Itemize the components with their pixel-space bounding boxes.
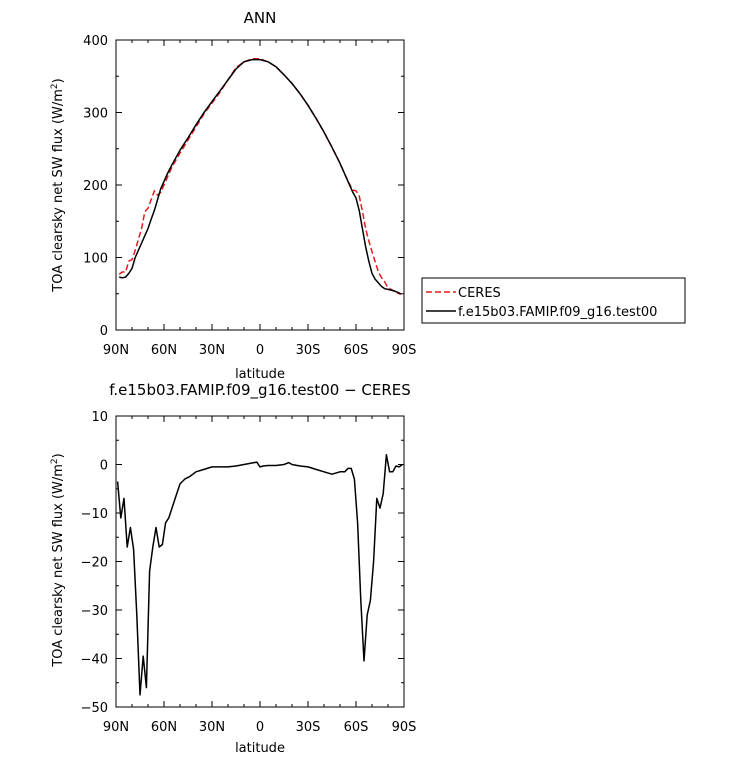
- legend-label-model: f.e15b03.FAMIP.f09_g16.test00: [458, 305, 657, 320]
- top-series-lines: [118, 58, 402, 296]
- bottom-series-lines: [116, 454, 403, 696]
- xtick-label: 90N: [103, 343, 129, 358]
- series-line-f-e15b03-famip-f09-g16-test00: [119, 58, 402, 295]
- ytick-label: 10: [91, 410, 108, 425]
- xtick-label: 90S: [392, 720, 417, 735]
- top-plot-frame: [115, 39, 405, 331]
- ytick-label: −20: [81, 556, 108, 571]
- series-line-ceres: [118, 58, 402, 296]
- ytick-label: 0: [100, 324, 108, 339]
- xtick-label: 60N: [151, 343, 177, 358]
- ytick-label: −50: [81, 701, 108, 716]
- xtick-label: 30N: [199, 343, 225, 358]
- bottom-panel: f.e15b03.FAMIP.f09_g16.test00 − CERES 90…: [50, 381, 416, 756]
- bottom-xlabel: latitude: [235, 741, 285, 756]
- top-title: ANN: [244, 9, 277, 27]
- xtick-label: 30S: [296, 720, 321, 735]
- legend: CERES f.e15b03.FAMIP.f09_g16.test00: [421, 277, 686, 324]
- legend-label-ceres: CERES: [458, 286, 501, 301]
- xtick-label: 30S: [296, 343, 321, 358]
- ytick-label: −40: [81, 653, 108, 668]
- ytick-label: 400: [83, 34, 108, 49]
- ytick-label: 300: [83, 107, 108, 122]
- xtick-label: 90S: [392, 343, 417, 358]
- series-line-difference: [116, 454, 403, 696]
- ytick-label: 0: [100, 459, 108, 474]
- xtick-label: 60S: [344, 343, 369, 358]
- xtick-label: 0: [256, 720, 264, 735]
- bottom-ylabel: TOA clearsky net SW flux (W/m2): [50, 453, 66, 667]
- xtick-label: 0: [256, 343, 264, 358]
- top-axis-ticks: 90N 60N 30N 0 30S 60S 90S 0 100 200 300 400: [83, 34, 416, 358]
- top-ylabel: TOA clearsky net SW flux (W/m2): [50, 78, 66, 292]
- bottom-plot-frame: [115, 415, 405, 708]
- bottom-title: f.e15b03.FAMIP.f09_g16.test00 − CERES: [109, 381, 411, 400]
- bottom-axis-ticks: 90N 60N 30N 0 30S 60S 90S 10 0 −10 −20 −30 −40 −50: [81, 410, 417, 735]
- top-xlabel: latitude: [235, 367, 285, 382]
- xtick-label: 60N: [151, 720, 177, 735]
- ytick-label: 100: [83, 252, 108, 267]
- xtick-label: 90N: [103, 720, 129, 735]
- ytick-label: 200: [83, 179, 108, 194]
- xtick-label: 30N: [199, 720, 225, 735]
- ytick-label: −30: [81, 604, 108, 619]
- xtick-label: 60S: [344, 720, 369, 735]
- legend-box: [421, 277, 686, 324]
- top-panel: ANN 90N 60N 30N 0 30S 60S 90S 0 100 200 300 400 lat…: [50, 9, 416, 382]
- ytick-label: −10: [81, 507, 108, 522]
